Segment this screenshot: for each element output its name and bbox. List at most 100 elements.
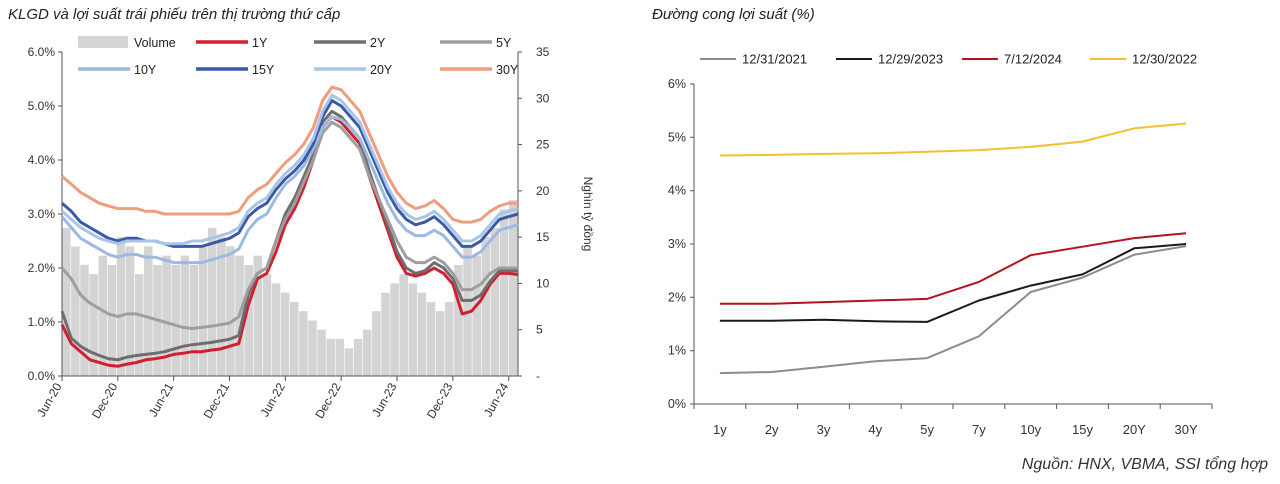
volume-bar xyxy=(381,292,390,376)
volume-bar xyxy=(125,246,135,376)
series-line-5Y xyxy=(60,120,518,330)
volume-bar xyxy=(144,246,153,376)
right-y-tick-label: 5 xyxy=(536,323,543,337)
volume-bar xyxy=(226,246,235,376)
volume-bar xyxy=(89,274,98,376)
volume-bar xyxy=(481,237,491,376)
volume-bar xyxy=(116,237,126,376)
yc-legend-label: 7/12/2024 xyxy=(1004,52,1062,67)
yc-x-tick-label: 5y xyxy=(920,422,934,437)
series-line-10Y xyxy=(60,115,519,265)
legend-label: 30Y xyxy=(496,63,519,77)
volume-bar xyxy=(290,301,299,376)
left-y-tick-label: 5.0% xyxy=(28,99,56,113)
yc-series-line-7/12/2024 xyxy=(719,232,1187,305)
volume-bar xyxy=(499,209,509,376)
volume-bar xyxy=(180,255,190,376)
volume-bar xyxy=(244,264,253,376)
volume-bar xyxy=(271,283,281,376)
volume-bar xyxy=(408,283,418,376)
right-y-tick-label: 20 xyxy=(536,184,550,198)
yc-x-tick-label: 3y xyxy=(817,422,831,437)
volume-bar xyxy=(253,255,263,376)
volume-bar xyxy=(353,338,363,376)
series-line-1Y xyxy=(60,115,519,368)
legend-label: Volume xyxy=(134,36,176,50)
series-line-30Y xyxy=(61,85,518,224)
series-line-20Y xyxy=(61,93,519,246)
yc-x-tick-label: 20Y xyxy=(1123,422,1146,437)
left-y-tick-label: 3.0% xyxy=(28,207,56,221)
right-chart-title: Đường cong lợi suất (%) xyxy=(652,6,815,23)
volume-bar xyxy=(317,329,326,376)
volume-bar xyxy=(299,311,308,376)
volume-bar xyxy=(490,227,500,376)
legend-label: 15Y xyxy=(252,63,275,77)
volume-bar xyxy=(335,338,345,376)
left-chart-title: KLGD và lợi suất trái phiếu trên thị trư… xyxy=(8,6,341,23)
yc-series-line-12/29/2023 xyxy=(719,243,1187,323)
volume-bar xyxy=(189,264,199,376)
yc-x-tick-label: 15y xyxy=(1072,422,1093,437)
volume-bar xyxy=(62,227,71,376)
yc-y-tick-label: 4% xyxy=(668,184,686,198)
left-y-tick-label: 2.0% xyxy=(28,261,56,275)
volume-bar xyxy=(80,264,89,376)
yc-legend-label: 12/29/2023 xyxy=(878,52,943,67)
volume-bar xyxy=(162,255,171,376)
volume-bar xyxy=(445,301,454,376)
yc-y-tick-label: 0% xyxy=(668,397,686,411)
volume-bar xyxy=(390,283,399,376)
volume-bar xyxy=(134,274,144,376)
right-y-tick-label: 25 xyxy=(536,138,550,152)
legend-label: 20Y xyxy=(370,63,393,77)
yc-y-tick-label: 1% xyxy=(668,344,686,358)
legend-swatch-volume xyxy=(78,36,128,48)
volume-bar xyxy=(217,237,226,376)
volume-bar xyxy=(171,264,180,376)
series-line-2Y xyxy=(60,109,518,362)
yc-x-tick-label: 1y xyxy=(713,422,727,437)
volume-bar xyxy=(344,348,354,376)
legend-label: 5Y xyxy=(496,36,512,50)
volume-bar xyxy=(417,292,427,376)
legend-label: 2Y xyxy=(370,36,386,50)
volume-bar xyxy=(98,255,107,376)
yc-legend-label: 12/30/2022 xyxy=(1132,52,1197,67)
volume-bar xyxy=(326,338,335,376)
yc-y-tick-label: 5% xyxy=(668,130,686,144)
left-volume-yield-chart: 0.0% 1.0% 2.0% 3.0% 4.0% 5.0% 6.0% - 5 10 15 20 25 30… xyxy=(28,36,595,421)
volume-bar xyxy=(508,200,518,376)
volume-bar xyxy=(308,320,317,376)
volume-bar xyxy=(399,274,408,376)
volume-bar xyxy=(262,274,272,376)
volume-bar xyxy=(280,292,290,376)
series-line-15Y xyxy=(61,99,519,248)
legend-label: 10Y xyxy=(134,63,157,77)
left-y-tick-label: 1.0% xyxy=(28,315,56,329)
yc-legend-label: 12/31/2021 xyxy=(742,52,807,67)
right-y-tick-label: 10 xyxy=(536,276,550,290)
volume-bar xyxy=(472,255,481,376)
right-y-tick-label: - xyxy=(536,369,540,383)
volume-bar xyxy=(426,301,436,376)
yc-x-tick-label: 10y xyxy=(1020,422,1041,437)
yc-x-tick-label: 2y xyxy=(765,422,779,437)
volume-bar xyxy=(362,329,372,376)
yc-series-line-12/30/2022 xyxy=(719,122,1187,157)
left-y-tick-label: 4.0% xyxy=(28,153,56,167)
yc-y-tick-label: 6% xyxy=(668,77,686,91)
volume-bar xyxy=(454,264,463,376)
volume-bar xyxy=(207,227,217,376)
left-y-tick-label: 0.0% xyxy=(28,369,56,383)
legend-label: 1Y xyxy=(252,36,268,50)
right-y-tick-label: 15 xyxy=(536,230,550,244)
left-y-tick-label: 6.0% xyxy=(28,45,56,59)
volume-bar xyxy=(435,311,445,376)
source-note: Nguồn: HNX, VBMA, SSI tổng hợp xyxy=(1021,456,1268,473)
yc-x-tick-label: 4y xyxy=(868,422,882,437)
yc-series-line-12/31/2021 xyxy=(719,245,1187,375)
volume-bar xyxy=(71,246,80,376)
yc-x-tick-label: 30Y xyxy=(1175,422,1198,437)
right-y-tick-label: 35 xyxy=(536,45,550,59)
